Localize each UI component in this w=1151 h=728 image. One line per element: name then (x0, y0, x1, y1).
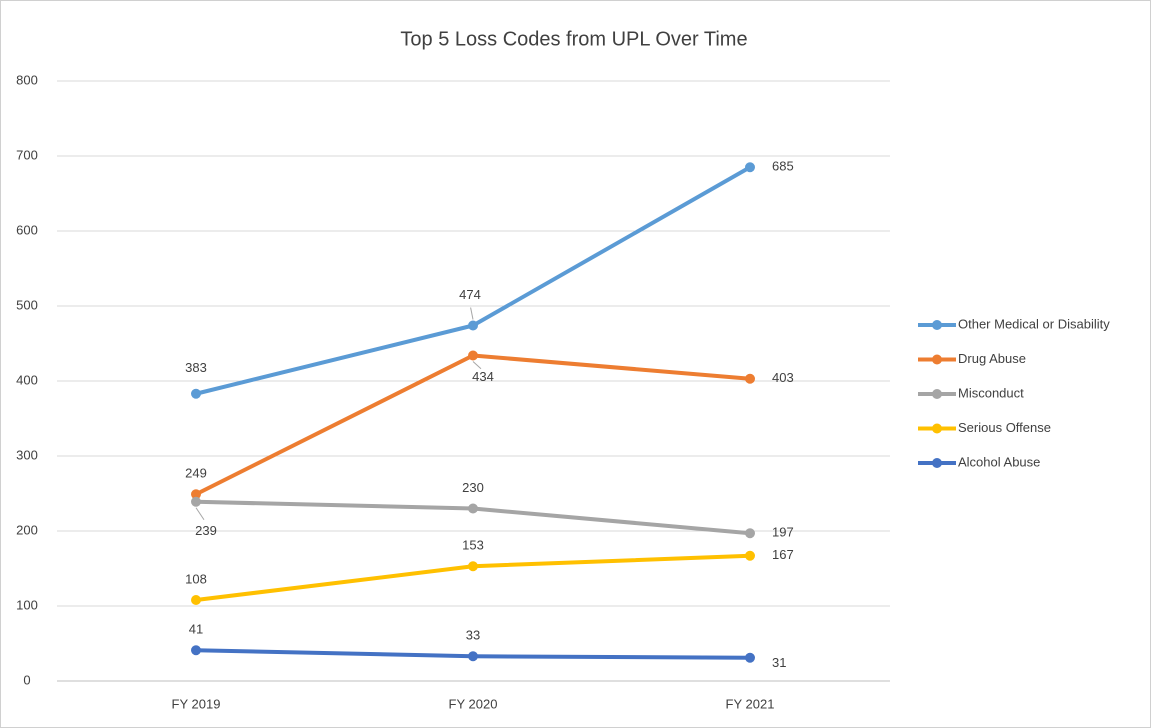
data-point (191, 645, 201, 656)
data-label: 383 (185, 360, 207, 375)
legend-marker (932, 423, 942, 434)
legend-marker (932, 389, 942, 399)
legend-label: Serious Offense (958, 420, 1051, 435)
data-label: 33 (466, 628, 480, 643)
legend-label: Other Medical or Disability (958, 316, 1110, 331)
data-label: 31 (772, 655, 786, 670)
chart-title: Top 5 Loss Codes from UPL Over Time (400, 28, 747, 50)
data-point (468, 320, 478, 331)
data-point (745, 162, 755, 173)
data-point (745, 528, 755, 539)
data-point (745, 550, 755, 561)
data-label: 685 (772, 159, 794, 174)
y-tick-label: 600 (16, 222, 38, 237)
data-point (468, 651, 478, 662)
data-label: 249 (185, 466, 207, 481)
data-point (191, 595, 201, 605)
data-point (468, 350, 478, 361)
y-tick-label: 0 (23, 672, 30, 687)
y-tick-label: 400 (16, 372, 38, 387)
data-point (191, 496, 201, 507)
legend-label: Drug Abuse (958, 351, 1026, 366)
data-point (745, 373, 755, 384)
legend-label: Alcohol Abuse (958, 454, 1040, 469)
data-point (468, 561, 478, 572)
data-point (745, 652, 755, 663)
data-label: 239 (195, 523, 217, 538)
data-label: 167 (772, 547, 794, 562)
data-label: 403 (772, 370, 794, 385)
data-label: 153 (462, 538, 484, 553)
leader-line (470, 307, 474, 320)
y-tick-label: 800 (16, 72, 38, 87)
y-tick-label: 100 (16, 597, 38, 612)
y-tick-label: 500 (16, 297, 38, 312)
x-tick-label: FY 2020 (449, 696, 498, 711)
y-tick-label: 300 (16, 447, 38, 462)
data-label: 230 (462, 480, 484, 495)
data-label: 434 (472, 369, 494, 384)
leader-line (472, 361, 482, 370)
data-label: 108 (185, 571, 207, 586)
data-point (191, 388, 201, 399)
x-tick-label: FY 2021 (726, 696, 775, 711)
data-point (468, 503, 478, 514)
y-tick-label: 700 (16, 147, 38, 162)
data-label: 474 (459, 287, 481, 302)
legend-marker (932, 458, 942, 468)
x-tick-label: FY 2019 (172, 696, 221, 711)
data-label: 197 (772, 525, 794, 540)
data-label: 41 (189, 622, 203, 637)
legend-label: Misconduct (958, 385, 1024, 400)
legend-marker (932, 320, 942, 330)
leader-line (195, 507, 205, 521)
y-tick-label: 200 (16, 522, 38, 537)
data-point (191, 489, 201, 500)
legend-marker (932, 354, 942, 365)
